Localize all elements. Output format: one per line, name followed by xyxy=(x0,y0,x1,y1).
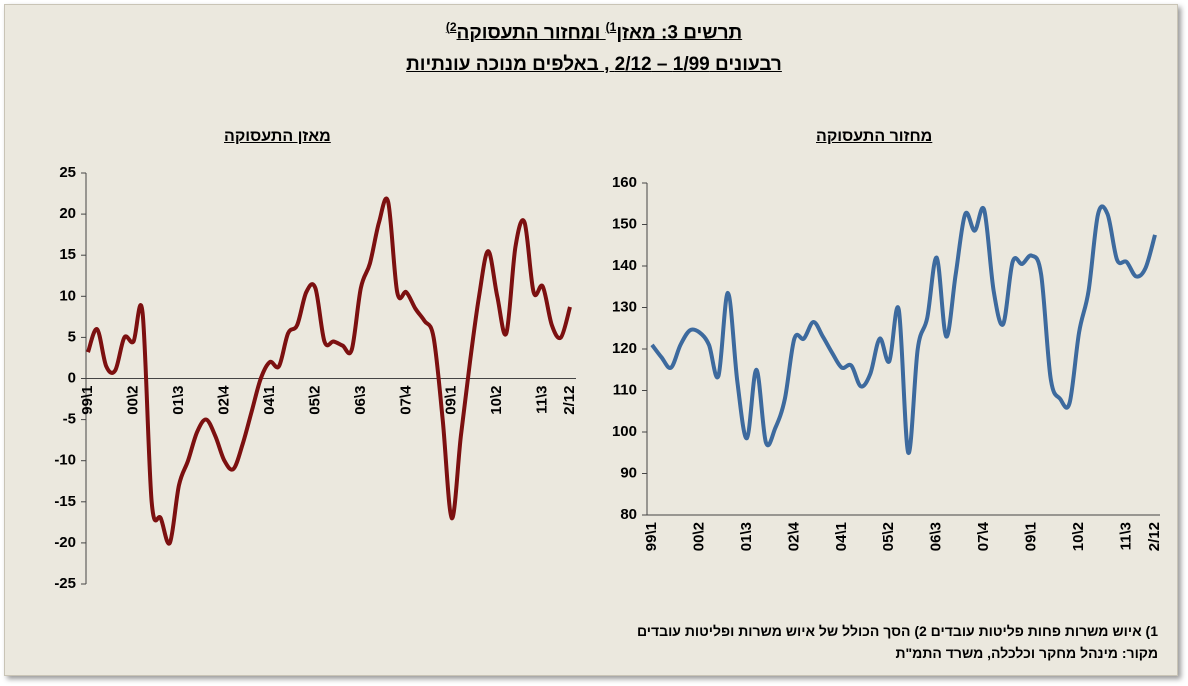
y-tick-label: -15 xyxy=(54,493,76,510)
source: מקור: מינהל מחקר וכלכלה, משרד התמ"ת xyxy=(895,645,1159,661)
y-tick-label: 100 xyxy=(612,423,637,440)
x-tick-label: 00\2 xyxy=(124,386,141,415)
x-tick-label: 05\2 xyxy=(306,386,323,415)
y-tick-label: 15 xyxy=(59,246,76,263)
x-tick-label: 00\2 xyxy=(690,522,707,551)
y-tick-label: 25 xyxy=(59,164,76,181)
x-tick-label: 01\3 xyxy=(738,522,755,551)
y-tick-label: -25 xyxy=(54,575,76,592)
title-part: ומחזור התעסוקה xyxy=(456,22,606,44)
y-tick-label: 140 xyxy=(612,257,637,274)
y-tick-label: -10 xyxy=(54,452,76,469)
y-tick-label: 0 xyxy=(68,369,76,386)
y-tick-label: 150 xyxy=(612,215,637,232)
chart-title: מחזור התעסוקה xyxy=(816,128,933,145)
x-tick-label: 10\2 xyxy=(488,385,505,414)
y-tick-label: 5 xyxy=(68,328,76,345)
y-tick-label: 130 xyxy=(612,298,637,315)
x-tick-label: 09\1 xyxy=(1023,522,1040,551)
x-tick-label: 2/12 xyxy=(561,386,578,415)
x-tick-label: 99\1 xyxy=(643,522,660,551)
y-tick-label: 120 xyxy=(612,340,637,357)
y-tick-label: 10 xyxy=(59,287,76,304)
x-tick-label: 02\4 xyxy=(215,385,232,415)
subtitle-text: רבעונים 1/99 – 2/12 , באלפים מנוכה עונתי… xyxy=(406,54,782,75)
x-tick-label: 02\4 xyxy=(785,521,802,551)
title: תרשים 3: מאזן1) ומחזור התעסוקה2) xyxy=(0,20,1188,44)
y-tick-label: 110 xyxy=(613,381,637,398)
x-tick-label: 11\3 xyxy=(534,386,551,414)
frame xyxy=(4,4,1178,676)
y-tick-label: 80 xyxy=(620,506,637,523)
x-tick-label: 99\1 xyxy=(79,386,96,415)
y-tick-label: -5 xyxy=(63,411,76,428)
y-tick-label: 20 xyxy=(59,205,76,222)
x-tick-label: 10\2 xyxy=(1070,522,1087,551)
x-tick-label: 01\3 xyxy=(170,386,187,415)
x-tick-label: 11\3 xyxy=(1117,522,1134,550)
x-tick-label: 06\3 xyxy=(352,386,369,415)
subtitle: רבעונים 1/99 – 2/12 , באלפים מנוכה עונתי… xyxy=(0,54,1188,76)
x-tick-label: 07\4 xyxy=(975,521,992,551)
chart-title: מאזן התעסוקה xyxy=(224,128,331,145)
x-tick-label: 04\1 xyxy=(261,386,278,415)
line xyxy=(86,196,572,546)
line xyxy=(650,204,1157,455)
x-tick-label: 07\4 xyxy=(397,385,414,415)
title-part: תרשים 3: מאזן xyxy=(616,22,743,44)
x-tick-label: 06\3 xyxy=(928,522,945,551)
x-tick-label: 09\1 xyxy=(443,386,460,415)
title-sup: 2) xyxy=(445,20,457,34)
x-tick-label: 04\1 xyxy=(833,522,850,551)
x-tick-label: 2/12 xyxy=(1146,522,1163,551)
y-tick-label: -20 xyxy=(54,534,76,551)
y-tick-label: 90 xyxy=(620,464,637,481)
y-tick-label: 160 xyxy=(612,174,637,191)
footnote: 1) איוש משרות פחות פליטות עובדים 2) הסך … xyxy=(636,623,1158,639)
title-sup: 1) xyxy=(605,20,617,34)
x-tick-label: 05\2 xyxy=(880,522,897,551)
